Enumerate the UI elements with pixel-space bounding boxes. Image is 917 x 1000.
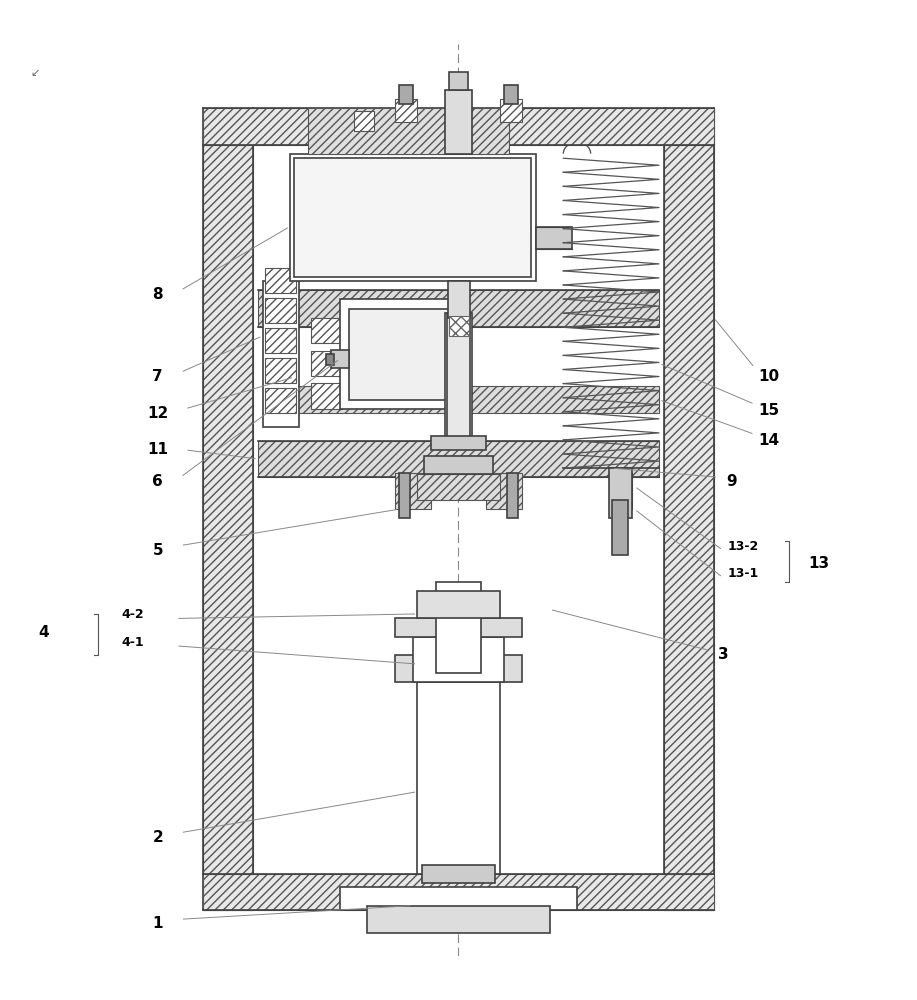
Bar <box>417 591 500 618</box>
Bar <box>265 298 296 323</box>
Text: 2: 2 <box>152 830 163 845</box>
Bar <box>449 72 468 90</box>
Bar <box>664 108 713 910</box>
Bar <box>204 108 253 910</box>
Bar <box>445 90 472 154</box>
Bar <box>262 281 299 427</box>
Bar <box>500 99 523 122</box>
Bar <box>609 468 632 518</box>
Bar <box>422 865 495 883</box>
Bar <box>331 350 349 368</box>
Bar <box>258 290 659 327</box>
Bar <box>447 281 470 318</box>
Bar <box>449 316 470 336</box>
Text: 4: 4 <box>39 625 50 640</box>
Text: 13-2: 13-2 <box>727 540 758 553</box>
Bar <box>394 655 523 682</box>
Bar <box>536 227 572 249</box>
Text: 12: 12 <box>147 406 169 421</box>
Bar <box>265 328 296 353</box>
Bar <box>204 874 713 910</box>
Text: 1: 1 <box>152 916 163 931</box>
Bar <box>431 436 486 450</box>
Bar <box>394 99 417 122</box>
Bar <box>399 85 413 104</box>
Bar <box>507 473 518 518</box>
Text: 8: 8 <box>152 287 163 302</box>
Text: 11: 11 <box>148 442 168 457</box>
Bar <box>394 473 431 509</box>
Bar <box>486 473 523 509</box>
Text: 4-2: 4-2 <box>121 608 144 621</box>
Bar <box>340 299 458 409</box>
Bar <box>326 354 334 365</box>
Bar <box>276 386 659 413</box>
Bar <box>258 441 659 477</box>
Text: 14: 14 <box>757 433 779 448</box>
Text: 6: 6 <box>152 474 163 489</box>
Bar <box>204 108 713 145</box>
Bar <box>436 582 481 673</box>
Bar <box>311 383 342 409</box>
Bar <box>290 154 536 281</box>
Bar <box>609 473 632 509</box>
Bar <box>417 474 500 500</box>
Bar <box>311 318 342 343</box>
Bar <box>354 111 374 131</box>
Text: 5: 5 <box>152 543 163 558</box>
Bar <box>447 313 470 441</box>
Bar <box>417 673 500 874</box>
Text: 4-1: 4-1 <box>121 636 144 649</box>
Text: 13: 13 <box>808 556 829 571</box>
Bar <box>424 456 493 474</box>
Text: 13-1: 13-1 <box>727 567 758 580</box>
Text: 15: 15 <box>757 403 779 418</box>
Bar <box>394 618 523 637</box>
Text: 10: 10 <box>757 369 779 384</box>
Bar <box>294 158 532 277</box>
Bar <box>308 108 509 154</box>
Text: ↙: ↙ <box>30 68 39 78</box>
Bar <box>504 85 518 104</box>
Text: 3: 3 <box>717 647 728 662</box>
Text: 9: 9 <box>726 474 737 489</box>
Bar <box>445 313 472 441</box>
Bar <box>265 388 296 413</box>
Bar <box>413 637 504 682</box>
Bar <box>612 500 628 555</box>
Bar <box>399 473 410 518</box>
Bar <box>265 358 296 383</box>
Bar <box>265 268 296 293</box>
Bar <box>340 887 577 910</box>
Bar <box>349 309 449 400</box>
Bar <box>311 351 342 376</box>
Text: 7: 7 <box>152 369 163 384</box>
Bar <box>368 906 549 933</box>
